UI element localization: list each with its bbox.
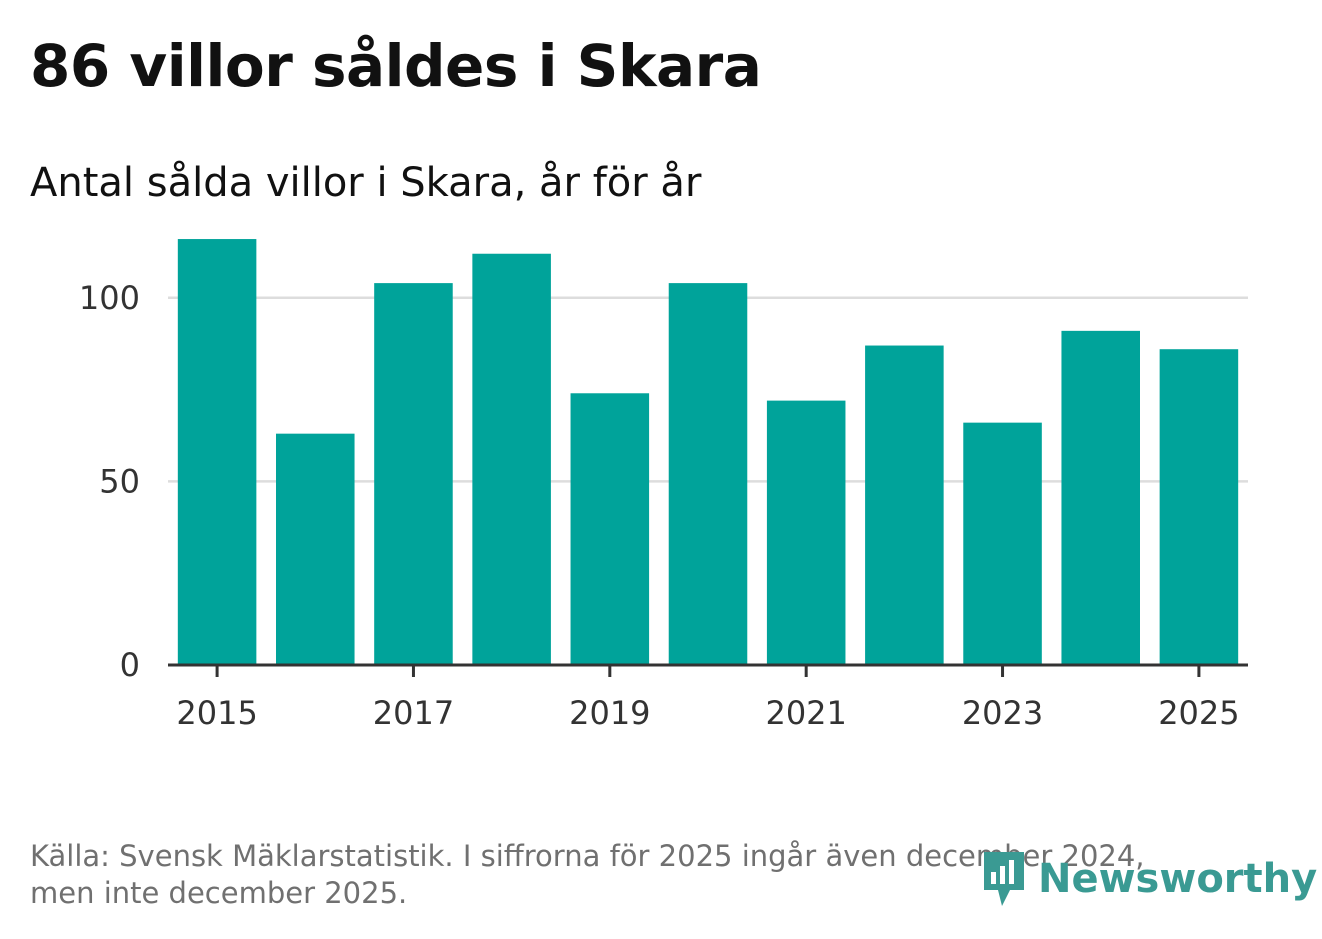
source-note: Källa: Svensk Mäklarstatistik. I siffror… (30, 838, 1230, 912)
bar-2016 (276, 433, 355, 665)
bar-2025 (1159, 349, 1239, 665)
x-tick-label-2015: 2015 (176, 694, 257, 732)
bar-2018 (472, 253, 551, 665)
bar-2022 (865, 345, 944, 665)
bar-2024 (1061, 330, 1140, 665)
y-tick-label-100: 100 (79, 279, 140, 317)
x-tick-label-2017: 2017 (373, 694, 454, 732)
newsworthy-logo: Newsworthy (980, 848, 1317, 910)
x-tick-label-2019: 2019 (569, 694, 650, 732)
source-line-2: men inte december 2025. (30, 876, 408, 910)
x-tick-label-2025: 2025 (1158, 694, 1239, 732)
x-tick-label-2023: 2023 (962, 694, 1043, 732)
bar-2017 (374, 283, 453, 665)
y-tick-label-0: 0 (120, 646, 140, 684)
x-tick-label-2021: 2021 (765, 694, 846, 732)
bar-2023 (963, 422, 1042, 665)
bar-2021 (766, 400, 846, 665)
bar-2019 (570, 393, 650, 665)
source-line-1: Källa: Svensk Mäklarstatistik. I siffror… (30, 839, 1145, 873)
chart-subtitle: Antal sålda villor i Skara, år för år (30, 160, 702, 206)
bar-chart-speech-bubble-icon (984, 852, 1024, 906)
bar-2020 (668, 283, 748, 665)
logo-text: Newsworthy (1038, 856, 1318, 902)
bar-2015 (177, 239, 257, 665)
chart-title: 86 villor såldes i Skara (30, 32, 762, 100)
y-tick-label-50: 50 (99, 462, 140, 500)
